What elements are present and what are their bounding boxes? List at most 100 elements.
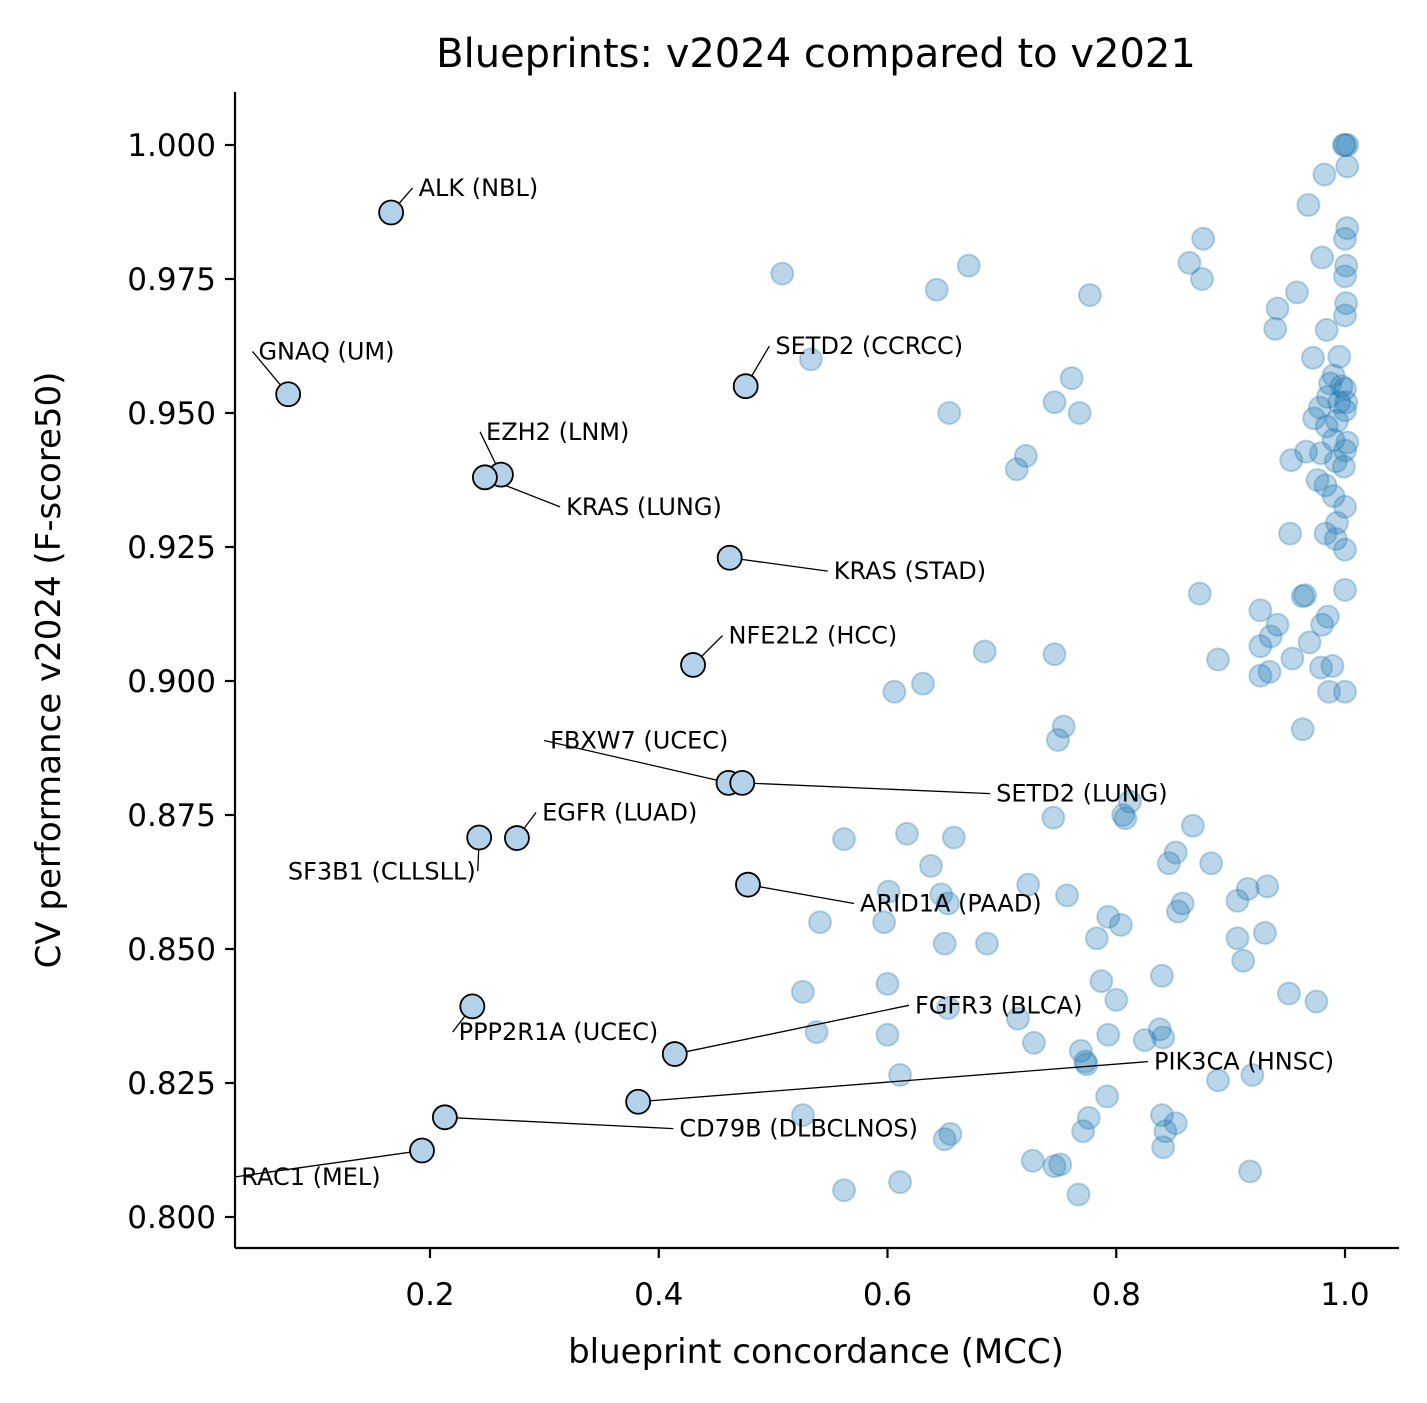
data-point xyxy=(1333,398,1357,423)
data-point xyxy=(1076,1105,1101,1130)
data-point xyxy=(1297,630,1322,655)
annotation-label: GNAQ (UM) xyxy=(258,337,394,365)
data-point xyxy=(1248,634,1273,659)
data-point xyxy=(1067,401,1092,425)
annotation-label: ARID1A (PAAD) xyxy=(860,889,1042,917)
data-point xyxy=(1324,409,1349,434)
annotation-line xyxy=(235,1149,423,1178)
data-point xyxy=(1334,291,1359,316)
annotation-line xyxy=(543,739,729,784)
data-point xyxy=(1308,441,1333,466)
x-axis-ticks: 0.2 0.4 0.6 0.8 1.0 xyxy=(405,1248,1370,1313)
data-point xyxy=(1111,803,1136,827)
data-point xyxy=(941,825,966,850)
data-point xyxy=(1331,454,1356,479)
annotation-line xyxy=(729,557,828,572)
data-point xyxy=(888,1170,913,1195)
data-point xyxy=(1199,851,1224,876)
data-point xyxy=(932,1127,957,1152)
highlighted-point xyxy=(661,1041,688,1067)
data-point xyxy=(1225,926,1250,951)
y-tick-label: 0.800 xyxy=(127,1200,216,1236)
data-point xyxy=(770,261,795,286)
data-point xyxy=(1333,679,1357,704)
data-point xyxy=(1284,280,1309,305)
y-tick-label: 1.000 xyxy=(127,128,216,164)
data-point xyxy=(1312,162,1337,187)
data-point xyxy=(875,971,900,996)
data-point xyxy=(1045,727,1070,752)
data-point xyxy=(1314,414,1339,439)
annotation-label: EGFR (LUAD) xyxy=(542,798,697,826)
y-axis-ticks: 0.800 0.825 0.850 0.875 0.900 0.925 0.950 0.975… xyxy=(127,128,235,1236)
data-point xyxy=(1225,888,1250,913)
highlighted-point xyxy=(459,993,486,1020)
data-point xyxy=(790,979,815,1004)
data-point xyxy=(1180,813,1205,838)
data-point xyxy=(1166,899,1191,924)
data-point xyxy=(1294,439,1319,464)
data-point xyxy=(1276,981,1301,1006)
data-point xyxy=(1265,612,1290,637)
data-point xyxy=(1327,344,1352,369)
data-point xyxy=(1304,989,1329,1014)
data-point xyxy=(972,639,997,664)
data-point xyxy=(1177,250,1202,275)
highlighted-point xyxy=(735,871,761,898)
data-point xyxy=(1333,438,1357,463)
data-point xyxy=(798,347,823,372)
data-point xyxy=(1117,789,1142,814)
data-point xyxy=(1335,216,1360,241)
highlighted-point xyxy=(504,825,530,851)
data-point xyxy=(1316,679,1341,704)
data-point xyxy=(956,253,981,278)
data-point xyxy=(1104,987,1129,1012)
data-point xyxy=(1255,874,1280,899)
annotation-line xyxy=(674,1004,910,1055)
data-point xyxy=(929,882,954,907)
data-point xyxy=(1257,659,1282,684)
data-point xyxy=(1066,1182,1091,1207)
data-point xyxy=(1187,581,1212,606)
data-point xyxy=(1315,604,1340,629)
chart-title: Blueprints: v2024 compared to v2021 xyxy=(436,31,1196,77)
annotation-label: KRAS (STAD) xyxy=(834,557,986,585)
data-point xyxy=(875,1022,900,1047)
annotation-line xyxy=(747,884,855,905)
data-point xyxy=(804,1020,829,1045)
data-point xyxy=(932,931,957,956)
annotation-line xyxy=(444,1116,674,1130)
highlighted-point xyxy=(431,1104,458,1131)
data-point xyxy=(1041,805,1066,830)
data-point xyxy=(1313,521,1338,546)
data-point xyxy=(1324,510,1349,535)
annotation-label: PIK3CA (HNSC) xyxy=(1154,1048,1334,1076)
y-tick-label: 0.925 xyxy=(127,530,216,566)
data-point xyxy=(1113,806,1138,831)
annotation-label: SETD2 (CCRCC) xyxy=(775,332,963,360)
highlighted-point xyxy=(732,373,759,400)
x-tick-label: 1.0 xyxy=(1320,1277,1369,1313)
highlighted-point xyxy=(466,824,493,851)
y-tick-label: 0.950 xyxy=(127,396,216,432)
x-axis-title: blueprint concordance (MCC) xyxy=(568,1332,1064,1372)
data-point xyxy=(1333,577,1357,602)
x-tick-label: 0.6 xyxy=(863,1277,912,1313)
data-point xyxy=(1153,1119,1178,1144)
x-tick-label: 0.2 xyxy=(405,1277,454,1313)
data-point xyxy=(1333,494,1357,519)
data-point xyxy=(1333,376,1357,401)
data-point xyxy=(1096,1022,1121,1047)
data-point xyxy=(1016,872,1041,897)
data-point xyxy=(1095,1084,1120,1109)
data-point xyxy=(1308,655,1333,680)
data-point xyxy=(918,853,943,878)
data-point xyxy=(1310,612,1335,637)
data-point xyxy=(1005,1006,1030,1031)
data-point xyxy=(1335,133,1360,157)
data-point xyxy=(1292,583,1317,608)
data-point xyxy=(1206,1068,1231,1093)
data-point xyxy=(1333,537,1357,562)
annotation-labels: ALK (NBL) GNAQ (UM) SETD2 (CCRCC) EZH2 (LNM… xyxy=(241,174,1334,1191)
data-point xyxy=(1252,920,1277,945)
